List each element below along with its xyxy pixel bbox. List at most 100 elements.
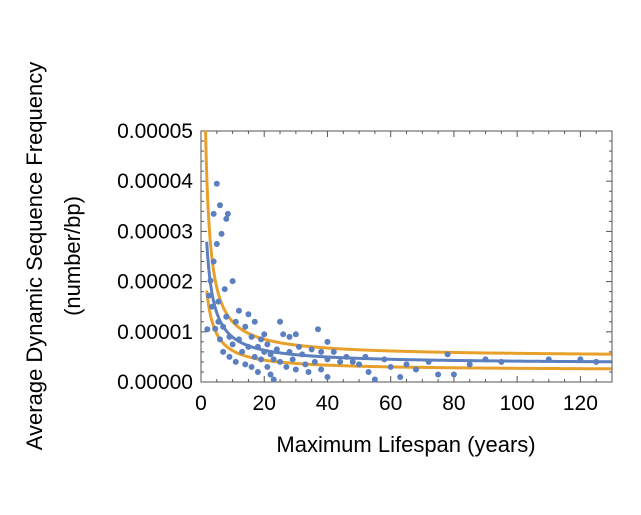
data-point [224,210,231,217]
data-point [593,358,600,365]
data-point [273,346,280,353]
data-point [242,323,249,330]
data-point [232,318,239,325]
band-upper-curve [204,131,612,356]
data-point [223,313,230,320]
data-point [264,341,271,348]
data-point [229,341,236,348]
data-point [251,318,258,325]
data-point [545,356,552,363]
data-point [270,376,277,383]
data-point [258,356,265,363]
x-tick-label: 20 [253,392,276,415]
plot-frame [200,130,613,383]
band-lower-curve [205,290,612,371]
data-point [221,286,228,293]
fit-curve [205,241,612,364]
data-point [261,348,268,355]
data-point [299,351,306,358]
data-point [220,323,227,330]
data-point [270,356,277,363]
data-point [215,298,222,305]
data-point [466,361,473,368]
x-axis: 0 20 40 60 80 100 120 [195,131,598,415]
data-point [280,331,287,338]
data-point [498,358,505,365]
x-tick-label: 120 [563,392,598,415]
data-point [330,348,337,355]
data-point [267,371,274,378]
data-point [229,278,236,285]
data-point [235,336,242,343]
data-point [213,240,220,247]
data-point [343,353,350,360]
data-point [245,343,252,350]
plot-area [200,130,613,383]
y-axis-title-line1: Average Dynamic Sequence Frequency [22,62,47,450]
data-point [254,343,261,350]
data-point [450,371,457,378]
data-point [235,307,242,314]
data-point [292,366,299,373]
data-point [356,361,363,368]
data-point [289,356,296,363]
x-tick-label: 80 [442,392,465,415]
y-tick-label: 0.00002 [117,271,193,294]
x-axis-title: Maximum Lifespan (years) [276,432,535,457]
data-point [245,311,252,318]
data-point [239,348,246,355]
data-point [371,376,378,383]
data-point [212,325,219,332]
data-point [223,215,230,222]
data-point [286,348,293,355]
data-point [216,336,223,343]
data-point [254,368,261,375]
data-point [292,331,299,338]
data-point [264,363,271,370]
data-point [397,373,404,380]
data-point [425,358,432,365]
data-point [435,371,442,378]
data-point [324,338,331,345]
y-tick-label: 0.00004 [117,170,193,193]
data-point [232,358,239,365]
x-tick-label: 40 [316,392,339,415]
data-point [248,363,255,370]
data-point [277,318,284,325]
y-axis-title-line2: (number/bp) [60,196,85,316]
data-point [267,351,274,358]
y-tick-label: 0.00003 [117,220,193,243]
data-point [261,331,268,338]
data-point [381,356,388,363]
data-points [204,180,600,383]
data-point [314,326,321,333]
data-point [207,277,214,284]
data-point [302,361,309,368]
data-point [283,363,290,370]
y-tick-label: 0.00000 [117,371,193,394]
data-point [318,366,325,373]
data-point [308,346,315,353]
data-point [318,348,325,355]
data-point [365,368,372,375]
data-point [305,368,312,375]
data-point [242,361,249,368]
data-point [251,353,258,360]
data-point [213,180,220,187]
data-point [220,348,227,355]
data-point [444,351,451,358]
data-point [349,358,356,365]
data-point [210,210,217,217]
data-point [215,318,222,325]
x-tick-label: 0 [195,392,207,415]
x-tick-label: 60 [379,392,402,415]
data-point [311,358,318,365]
data-point [412,366,419,373]
y-tick-label: 0.00001 [117,321,193,344]
data-point [482,356,489,363]
data-point [337,358,344,365]
data-point [324,373,331,380]
data-point [403,361,410,368]
data-point [324,356,331,363]
